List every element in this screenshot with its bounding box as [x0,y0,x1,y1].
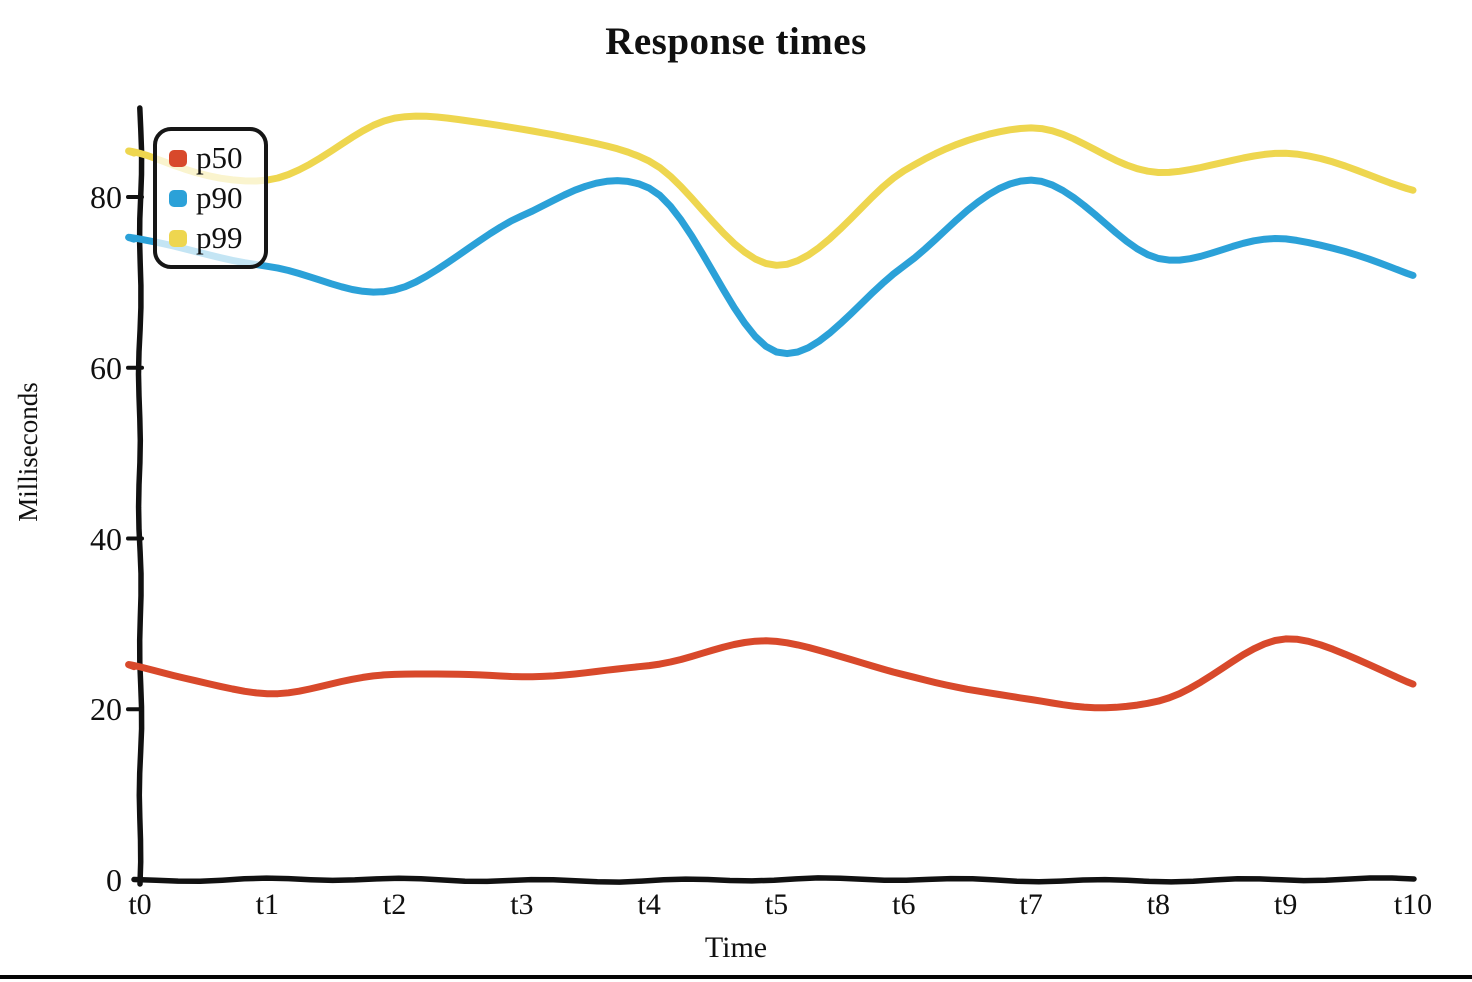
x-tick-label-t3: t3 [510,888,534,921]
x-tick-label-t10: t10 [1393,888,1433,921]
y-tick-label-40: 40 [90,520,122,557]
x-axis-label: Time [704,931,768,964]
x-tick-label-t2: t2 [382,888,407,921]
x-axis-line [131,875,1417,885]
legend-swatch-p90 [169,189,187,207]
x-tick-label-t5: t5 [764,888,789,921]
y-axis-label: Milliseconds [13,382,43,522]
legend: p50 p90 p99 [153,127,268,269]
x-tick-label-t8: t8 [1146,888,1171,921]
x-tick-label-t9: t9 [1274,888,1298,921]
y-axis-line [135,105,145,887]
series-line-p99 [125,112,1417,269]
x-tick-label-t1: t1 [255,888,279,921]
y-tick-label-80: 80 [90,179,122,215]
legend-label-p50: p50 [196,140,243,175]
y-tick-label-60: 60 [90,349,122,386]
x-tick-label-t7: t7 [1019,888,1043,921]
legend-item-p50: p50 [169,139,254,177]
series-line-p50 [125,635,1417,712]
y-tick-label-20: 20 [90,691,122,728]
legend-label-p90: p90 [196,180,243,215]
bottom-border-line [0,975,1472,979]
x-tick-label-t4: t4 [637,888,661,921]
legend-item-p90: p90 [169,179,254,217]
legend-swatch-p99 [169,229,187,247]
legend-swatch-p50 [169,149,187,167]
legend-item-p99: p99 [169,219,254,257]
x-tick-label-t6: t6 [892,888,916,921]
legend-label-p99: p99 [196,220,243,255]
y-tick-label-0: 0 [106,862,122,898]
chart-title: Response times [605,20,867,63]
x-tick-label-t0: t0 [128,888,152,921]
